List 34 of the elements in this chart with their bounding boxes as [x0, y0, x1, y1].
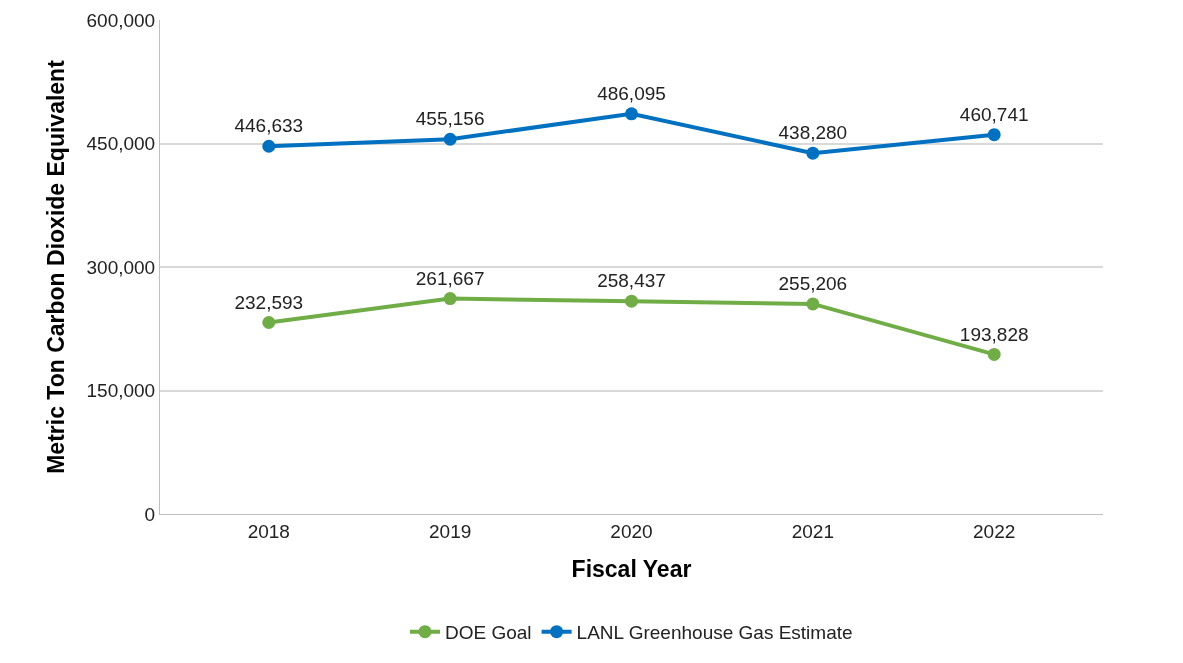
- legend-label: LANL Greenhouse Gas Estimate: [576, 622, 853, 644]
- data-label: 455,156: [415, 108, 485, 130]
- y-tick-label: 600,000: [86, 9, 156, 31]
- data-label: 486,095: [597, 82, 666, 104]
- y-tick-label: 0: [144, 503, 156, 525]
- point: [625, 294, 638, 308]
- x-tick-label: 2021: [791, 520, 834, 542]
- data-label: 258,437: [597, 270, 666, 292]
- point: [806, 297, 820, 311]
- y-tick-label: 300,000: [86, 256, 156, 278]
- x-tick-label: 2022: [973, 520, 1016, 542]
- data-label: 438,280: [778, 122, 848, 144]
- point: [625, 107, 638, 121]
- data-label: 446,633: [234, 115, 304, 137]
- y-tick-label: 150,000: [86, 380, 156, 402]
- data-label: 193,828: [959, 323, 1029, 345]
- x-tick-label: 2018: [247, 520, 290, 542]
- point: [987, 347, 1001, 361]
- legend-label: DOE Goal: [445, 622, 532, 644]
- y-tick-label: 450,000: [86, 133, 156, 155]
- point: [806, 146, 820, 160]
- point: [262, 316, 276, 329]
- point: [987, 128, 1001, 142]
- x-axis-title: Fiscal Year: [571, 556, 692, 583]
- x-tick-label: 2019: [429, 520, 472, 542]
- data-label: 460,741: [959, 103, 1029, 125]
- point: [262, 139, 276, 153]
- x-tick-label: 2020: [610, 520, 653, 542]
- data-label: 232,593: [234, 291, 304, 313]
- data-label: 261,667: [415, 267, 485, 289]
- y-axis-title: Metric Ton Carbon Dioxide Equivalent: [42, 59, 69, 474]
- data-label: 255,206: [778, 273, 848, 295]
- point: [443, 292, 457, 306]
- point: [443, 132, 457, 146]
